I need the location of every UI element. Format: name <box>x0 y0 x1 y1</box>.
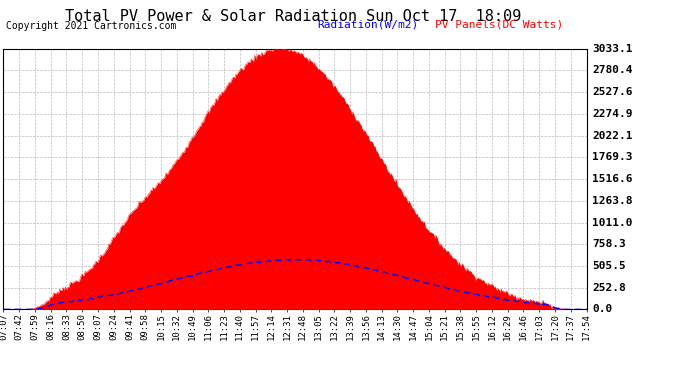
Text: 1516.6: 1516.6 <box>592 174 633 184</box>
Text: 0.0: 0.0 <box>592 304 612 314</box>
Text: 2022.1: 2022.1 <box>592 130 633 141</box>
Text: 252.8: 252.8 <box>592 283 626 292</box>
Text: Total PV Power & Solar Radiation Sun Oct 17  18:09: Total PV Power & Solar Radiation Sun Oct… <box>65 9 522 24</box>
Text: 1263.8: 1263.8 <box>592 196 633 206</box>
Text: Copyright 2021 Cartronics.com: Copyright 2021 Cartronics.com <box>6 21 176 31</box>
Text: PV Panels(DC Watts): PV Panels(DC Watts) <box>435 20 563 30</box>
Text: 1769.3: 1769.3 <box>592 152 633 162</box>
Text: 758.3: 758.3 <box>592 239 626 249</box>
Text: 2527.6: 2527.6 <box>592 87 633 97</box>
Text: Radiation(W/m2): Radiation(W/m2) <box>317 20 419 30</box>
Text: 3033.1: 3033.1 <box>592 44 633 54</box>
Text: 505.5: 505.5 <box>592 261 626 271</box>
Text: 1011.0: 1011.0 <box>592 217 633 228</box>
Text: 2274.9: 2274.9 <box>592 109 633 119</box>
Text: 2780.4: 2780.4 <box>592 66 633 75</box>
